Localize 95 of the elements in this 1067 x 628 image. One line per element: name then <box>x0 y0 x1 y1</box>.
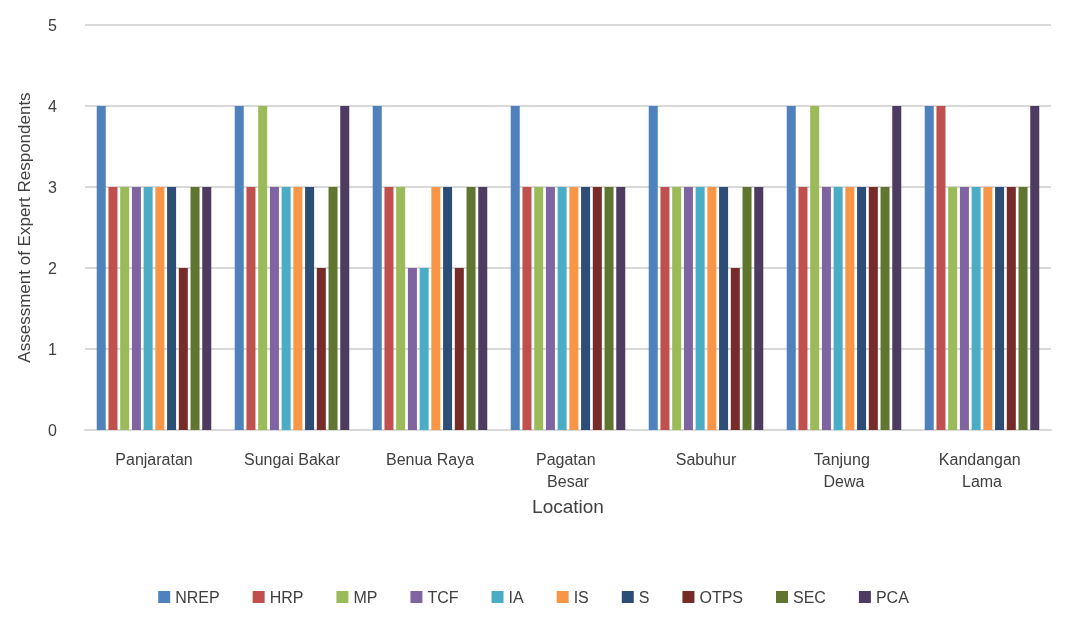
bar <box>293 187 303 430</box>
bar <box>384 187 394 430</box>
bar <box>466 187 476 430</box>
bar <box>340 106 350 430</box>
bar <box>1030 106 1040 430</box>
bar <box>742 187 752 430</box>
bar <box>431 187 441 430</box>
bar <box>786 106 796 430</box>
bar <box>616 187 626 430</box>
legend-label: OTPS <box>699 588 743 606</box>
bar <box>730 268 740 430</box>
bar <box>868 187 878 430</box>
bar <box>971 187 981 430</box>
y-tick-label: 5 <box>48 16 58 34</box>
bar <box>534 187 544 430</box>
legend-label: S <box>638 588 650 606</box>
legend-label: NREP <box>175 588 220 606</box>
legend-label: TCF <box>427 588 459 606</box>
bar <box>190 187 200 430</box>
bar <box>648 106 658 430</box>
bar <box>131 187 141 430</box>
bar <box>810 106 820 430</box>
bar <box>419 268 429 430</box>
bar <box>592 187 602 430</box>
bar <box>108 187 118 430</box>
y-tick-label: 1 <box>48 340 58 358</box>
bar <box>983 187 993 430</box>
legend-label: IA <box>508 588 524 606</box>
y-tick-label: 3 <box>48 178 58 196</box>
legend-label: SEC <box>793 588 826 606</box>
bar <box>672 187 682 430</box>
bar <box>892 106 902 430</box>
bar <box>833 187 843 430</box>
y-tick-label: 4 <box>48 97 58 115</box>
bar <box>155 187 165 430</box>
bar <box>821 187 831 430</box>
bar <box>754 187 764 430</box>
x-tick-label: Sabuhur <box>675 450 737 468</box>
bar <box>305 187 315 430</box>
y-tick-label: 2 <box>48 259 58 277</box>
bar <box>246 187 256 430</box>
bar <box>880 187 890 430</box>
bar <box>936 106 946 430</box>
bar <box>478 187 488 430</box>
legend-label: MP <box>353 588 378 606</box>
bar <box>1006 187 1016 430</box>
bar <box>407 268 417 430</box>
bar <box>96 106 106 430</box>
bar <box>959 187 969 430</box>
x-tick-label: Sungai Bakar <box>243 450 341 468</box>
bar <box>202 187 212 430</box>
bar <box>269 187 279 430</box>
bar <box>234 106 244 430</box>
bar <box>695 187 705 430</box>
y-axis-title: Assessment of Expert Respondents <box>15 92 34 363</box>
bar <box>924 106 934 430</box>
bar <box>581 187 591 430</box>
bar <box>798 187 808 430</box>
legend-label: PCA <box>875 588 910 606</box>
x-axis-title: Location <box>532 495 604 517</box>
x-tick-label: Pagatan Besar <box>535 450 601 490</box>
x-tick-label: Benua Raya <box>385 450 475 468</box>
bar <box>857 187 867 430</box>
x-tick-label: Tanjung Dewa <box>813 450 875 490</box>
bar <box>707 187 717 430</box>
bar <box>143 187 153 430</box>
bar <box>719 187 729 430</box>
x-tick-label: Kandangan Lama <box>938 450 1026 490</box>
bar <box>948 187 958 430</box>
bar <box>995 187 1005 430</box>
x-tick-label: Panjaratan <box>115 450 193 468</box>
bar <box>316 268 326 430</box>
bar <box>1018 187 1028 430</box>
bar <box>604 187 614 430</box>
bar <box>281 187 291 430</box>
bar <box>522 187 532 430</box>
bar <box>557 187 567 430</box>
legend-label: IS <box>573 588 589 606</box>
bar <box>683 187 693 430</box>
bar <box>569 187 579 430</box>
bar <box>120 187 130 430</box>
bar <box>443 187 453 430</box>
bar <box>372 106 382 430</box>
bar <box>167 187 177 430</box>
bar <box>328 187 338 430</box>
bar <box>396 187 406 430</box>
bar <box>545 187 555 430</box>
legend-label: HRP <box>269 588 304 606</box>
bar <box>510 106 520 430</box>
bar <box>258 106 268 430</box>
bar <box>660 187 670 430</box>
bar <box>845 187 855 430</box>
y-tick-label: 0 <box>48 421 58 439</box>
bar <box>178 268 188 430</box>
bar <box>454 268 464 430</box>
